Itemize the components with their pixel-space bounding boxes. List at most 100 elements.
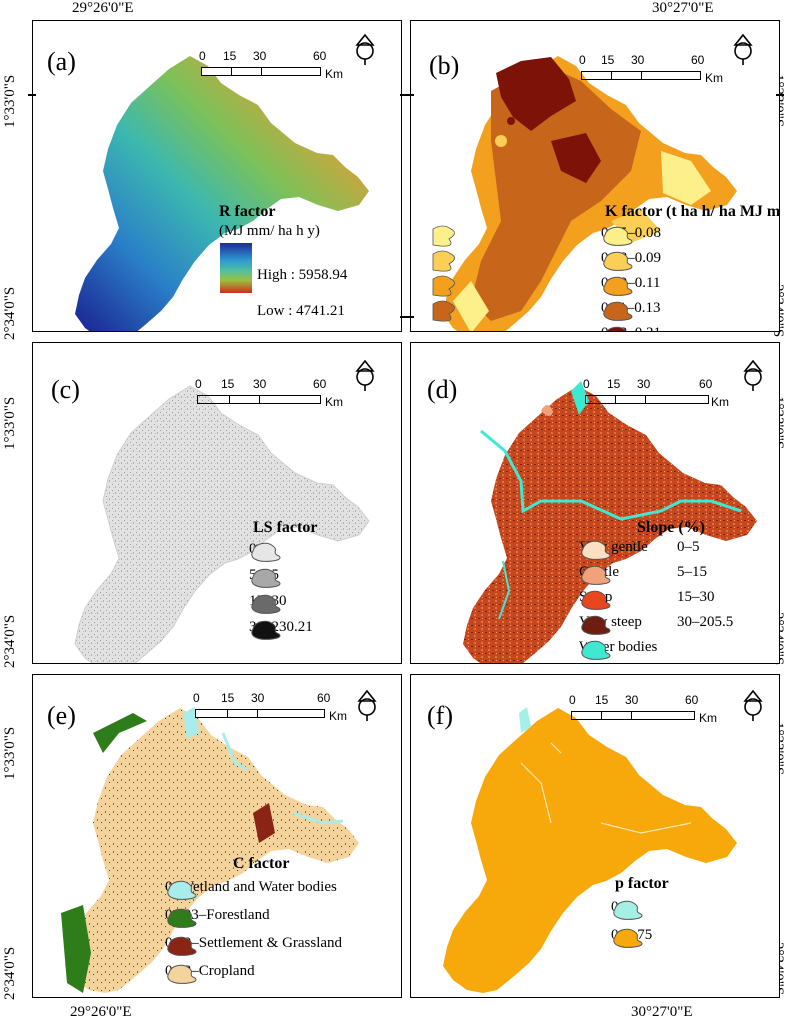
scalebar-e: 0 15 30 60 Km [193, 691, 347, 723]
legend-item: 15–30 [249, 593, 287, 614]
coord-bottom-left: 29°26'0"E [70, 1004, 132, 1020]
legend-swatch-icon [606, 326, 627, 331]
legend-item: 0.09–Settlement & Grassland [165, 935, 343, 956]
legend-item: Steep15–30 [579, 589, 715, 610]
legend-item: 0.63–Cropland [165, 963, 255, 984]
legend-swatch-icon [603, 251, 633, 271]
legend-swatch-icon [167, 908, 197, 928]
legend-item: 0–Wetland and Water bodies [165, 879, 337, 900]
scalebar-f: 0 15 30 60 Km [569, 693, 717, 725]
legend-swatch-icon [581, 565, 611, 585]
k-legend-swatches [432, 225, 455, 322]
panel-label-c: (c) [51, 375, 80, 404]
legend-swatch-icon [603, 301, 633, 321]
legend-item-range: 30–205.5 [677, 614, 734, 630]
legend-title-e: C factor [233, 855, 290, 872]
legend-item: 0–0.75 [611, 927, 652, 948]
legend-title-d: Slope (%) [637, 519, 705, 536]
legend-swatch-icon [167, 964, 197, 984]
legend-swatch-icon [167, 936, 197, 956]
lat-label: 1°33'0"S [2, 74, 18, 128]
legend-title-c: LS factor [253, 519, 318, 536]
legend-item: Gentle5–15 [579, 564, 707, 585]
legend-swatch-icon [251, 568, 281, 588]
panel-label-f: (f) [427, 701, 453, 730]
coord-top-left: 29°26'0"E [72, 0, 134, 16]
legend-item: 0.05–0.08 [601, 225, 661, 246]
legend-item: 5–15 [249, 567, 281, 588]
legend-item: Very steep 30–205.5 [579, 614, 734, 635]
lat-label: 2°34'0"S [2, 946, 18, 1000]
scalebar-b: 0 15 30 60 Km [579, 53, 723, 85]
north-arrow-icon [744, 360, 762, 392]
legend-swatch-icon [581, 540, 611, 560]
legend-title-a: R factor [219, 203, 276, 220]
legend-title-b: K factor (t ha h/ ha MJ mm) [605, 203, 780, 220]
panel-b-k-factor: (b) 0 15 30 60 Km K factor (t ha h/ ha M… [410, 20, 780, 332]
frame-tick [400, 94, 414, 96]
legend-swatch-icon [167, 880, 197, 900]
legend-item: 0.08–0.09 [601, 250, 661, 271]
slope-map [463, 360, 762, 663]
legend-item-label: 0 [611, 899, 619, 915]
scale-tick-60: 60 [313, 49, 327, 63]
legend-item: 0.09–0.11 [601, 275, 660, 296]
panel-label-b: (b) [429, 51, 460, 80]
scalebar-c: 0 15 30 60 Km [195, 377, 343, 409]
lat-label: 2°34'0"S [2, 614, 18, 668]
scale-unit: Km [325, 67, 343, 81]
legend-high: High : 5958.94 [257, 267, 348, 283]
legend-low: Low : 4741.21 [257, 303, 345, 319]
legend-swatch-icon [613, 928, 643, 948]
lat-label: 1°33'0"S [2, 396, 18, 450]
legend-item-range: 5–15 [677, 564, 707, 580]
r-legend-ramp [220, 243, 252, 293]
legend-title-f: p factor [615, 875, 669, 892]
legend-swatch-icon [613, 900, 643, 920]
coord-top-right: 30°27'0"E [652, 0, 714, 16]
legend-swatch-icon [603, 226, 633, 246]
north-arrow-icon [356, 360, 374, 392]
panel-label-a: (a) [47, 47, 76, 76]
legend-swatch-icon [251, 620, 281, 640]
legend-item: Water bodies [579, 639, 677, 660]
legend-item: 0.13–0.21 [601, 325, 661, 331]
scale-tick-0: 0 [199, 49, 206, 63]
panel-f-p-factor: (f) 0 15 30 60 Km p factor 0 0–0.75 [410, 674, 780, 998]
frame-tick [400, 316, 414, 318]
panel-label-d: (d) [427, 375, 458, 404]
frame-tick [28, 94, 36, 96]
legend-item: 30–230.21 [249, 619, 313, 640]
panel-c-ls-factor: (c) 0 15 30 60 Km LS factor 0–5 5–15 15–30… [32, 342, 402, 664]
north-arrow-icon [356, 34, 374, 66]
legend-swatch-icon [581, 615, 611, 635]
lat-label: 2°34'0"S [2, 286, 18, 340]
r-factor-map [75, 34, 374, 331]
legend-item: 0–5 [249, 541, 281, 562]
legend-subtitle-a: (MJ mm/ ha h y) [219, 223, 320, 239]
lat-label: 1°33'0"S [2, 726, 18, 780]
legend-item: 0.003–Forestland [165, 907, 270, 928]
legend-swatch-icon [581, 640, 611, 660]
legend-item: 0 [611, 899, 643, 920]
legend-item-label: 0.13–0.21 [601, 325, 661, 331]
scalebar-d: 0 15 30 60 Km [583, 377, 729, 409]
panel-d-slope: (d) 0 15 30 60 Km Slope (%) Very gentle 0… [410, 342, 780, 664]
legend-swatch-icon [603, 276, 633, 296]
panel-label-e: (e) [47, 701, 76, 730]
legend-item-label: 0.09–Settlement & Grassland [165, 935, 343, 951]
legend-swatch-icon [251, 594, 281, 614]
legend-item-label: 0–Wetland and Water bodies [165, 879, 337, 895]
coord-bottom-right: 30°27'0"E [631, 1004, 693, 1020]
scale-tick-30: 30 [253, 49, 267, 63]
panel-a-r-factor: (a) 0 15 30 60 Km R factor (MJ mm/ ha h … [32, 20, 402, 332]
north-arrow-icon [744, 690, 762, 722]
panel-e-c-factor: (e) 0 15 30 60 Km C factor 0–Wetland and… [32, 674, 402, 998]
legend-item-range: 15–30 [677, 589, 715, 605]
p-factor-map [443, 690, 762, 993]
scalebar-a: 0 15 30 60 Km [199, 49, 349, 83]
north-arrow-icon [358, 690, 376, 722]
legend-item-range: 0–5 [677, 539, 700, 555]
north-arrow-icon [734, 34, 752, 66]
legend-item: Very gentle 0–5 [579, 539, 700, 560]
